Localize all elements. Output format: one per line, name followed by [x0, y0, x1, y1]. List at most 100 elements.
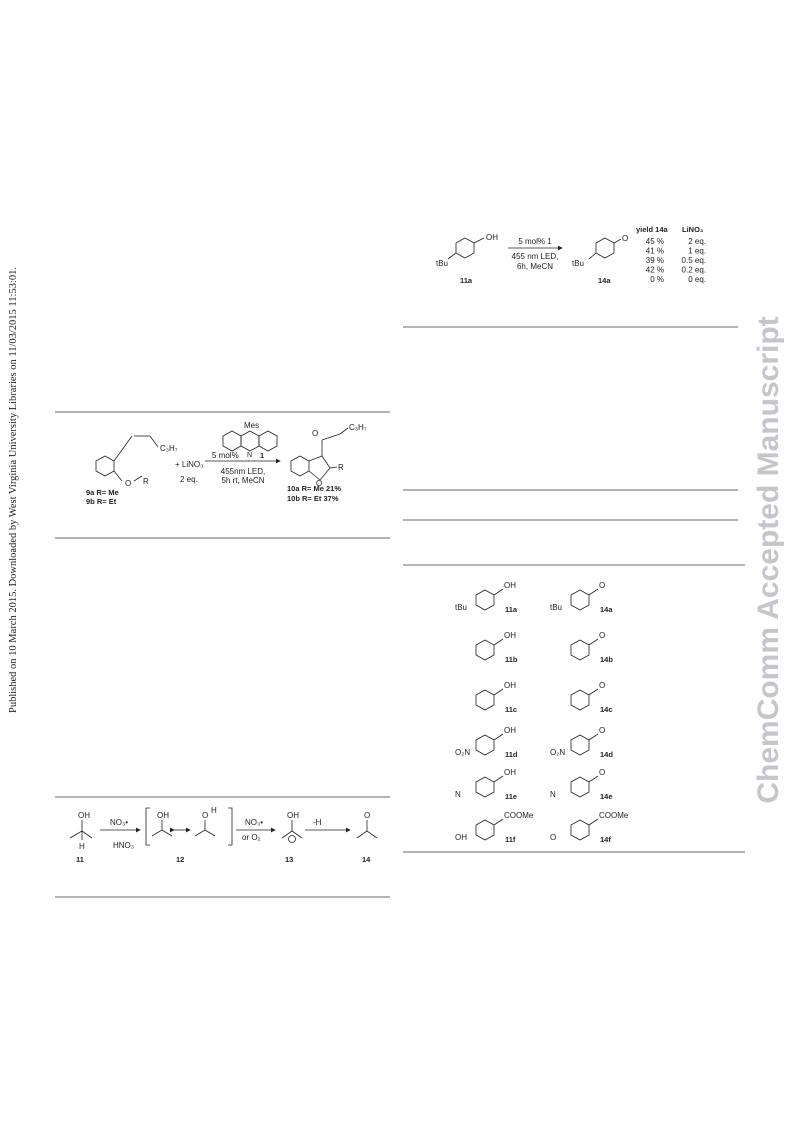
compound-label: 9a R= Me — [86, 488, 119, 497]
atom: OH — [504, 768, 516, 777]
bond — [149, 435, 159, 448]
compound-label: 14b — [600, 655, 613, 664]
table-rows: 45 % 2 eq. 41 % 1 eq. 39 % 0.5 eq. 42 % 0.2 eq.… — [646, 237, 706, 284]
ring — [570, 689, 590, 711]
ring — [240, 430, 260, 452]
bond — [281, 830, 303, 839]
condition: 5h rt, MeCN — [221, 476, 264, 485]
bond — [473, 237, 485, 244]
atom: tBu — [436, 259, 448, 268]
condition: 5 mol% — [212, 451, 239, 460]
yield-cell: 41 % — [646, 247, 664, 256]
compound-label: 11f — [505, 835, 516, 844]
compound-label: 11a — [460, 276, 473, 285]
ring — [570, 776, 590, 798]
reagent: NO₃• — [110, 818, 128, 827]
atom: OH — [504, 631, 516, 640]
column-header: yield 14a — [636, 225, 669, 234]
bond — [588, 688, 599, 696]
bracket — [145, 807, 150, 846]
bond — [588, 638, 599, 646]
atom: COOMe — [599, 811, 629, 820]
compound-label: 10b R= Et 37% — [287, 494, 339, 503]
atom: O — [599, 631, 605, 640]
reagent: + LiNO₃ — [175, 460, 203, 469]
bond — [113, 470, 123, 482]
ring — [475, 819, 495, 841]
atom: O — [125, 479, 131, 488]
bond — [493, 688, 504, 696]
atom: C₃H₇ — [160, 444, 178, 453]
atom: C₃H₇ — [349, 423, 367, 432]
bond — [493, 775, 504, 783]
ring — [475, 589, 495, 611]
equiv-cell: 0.2 eq. — [682, 266, 706, 275]
bond — [493, 818, 504, 826]
ring — [290, 455, 310, 477]
compound-label: 11 — [76, 855, 84, 864]
atom: COOMe — [504, 811, 534, 820]
bond — [493, 638, 504, 646]
atom: OH — [504, 581, 516, 590]
compound-label: 11b — [505, 655, 518, 664]
bond — [151, 829, 173, 837]
compound-label: 14c — [600, 705, 613, 714]
atom: tBu — [550, 603, 562, 612]
compound-label: 11a — [505, 605, 518, 614]
mechanism-scheme: OH H 11 NO₃• HNO₃ OH O H 12 NO₃• or O₂ O… — [69, 806, 378, 864]
yield-cell: 0 % — [650, 275, 664, 284]
compound-label: 14a — [600, 605, 613, 614]
bond — [356, 830, 378, 839]
atom: OH — [287, 811, 299, 820]
bond — [588, 588, 599, 596]
bond — [447, 252, 457, 260]
bond — [493, 733, 504, 741]
bond — [588, 733, 599, 741]
bond — [588, 818, 599, 826]
atom: Mes — [244, 421, 259, 430]
atom: OH — [78, 811, 90, 820]
condition: 5 mol% 1 — [518, 237, 552, 246]
reagent: HNO₃ — [113, 841, 134, 850]
atom: O — [599, 581, 605, 590]
charge — [288, 835, 296, 843]
condition: 455 nm LED, — [512, 252, 559, 261]
condition: 455nm LED, — [221, 467, 265, 476]
reagent: or O₂ — [242, 833, 261, 842]
atom: O — [599, 768, 605, 777]
atom: O — [202, 811, 208, 820]
equiv-cell: 2 eq. — [688, 237, 706, 246]
cyclization-scheme: C₃H₇ O R 9a R= Me 9b R= Et + LiNO₃ 2 eq.… — [86, 421, 367, 506]
compound-label: 14f — [600, 835, 611, 844]
atom: OH — [504, 726, 516, 735]
atom: O₂N — [550, 748, 565, 757]
bond — [588, 252, 597, 260]
ring — [258, 430, 278, 452]
atom: O₂N — [455, 748, 470, 757]
reagent: -H — [313, 818, 322, 827]
yield-cell: 39 % — [646, 256, 664, 265]
ring — [455, 237, 475, 259]
compound-label: 11d — [505, 750, 518, 759]
compound-label: 14 — [362, 855, 371, 864]
atom: OH — [455, 833, 467, 842]
bond — [321, 433, 341, 441]
bond — [588, 775, 599, 783]
ring — [475, 689, 495, 711]
ring — [475, 639, 495, 661]
atom: H — [211, 806, 217, 815]
bond — [329, 466, 338, 469]
reagent: NO₃• — [245, 818, 263, 827]
yield-cell: 45 % — [646, 237, 664, 246]
atom: N — [550, 790, 556, 799]
ring — [570, 819, 590, 841]
bond — [69, 830, 93, 839]
side-note: Published on 10 March 2015. Downloaded b… — [8, 267, 19, 713]
atom: O — [316, 479, 322, 488]
bond — [493, 588, 504, 596]
atom: O — [364, 811, 370, 820]
atom: tBu — [455, 603, 467, 612]
ring — [222, 430, 242, 452]
atom: O — [599, 681, 605, 690]
